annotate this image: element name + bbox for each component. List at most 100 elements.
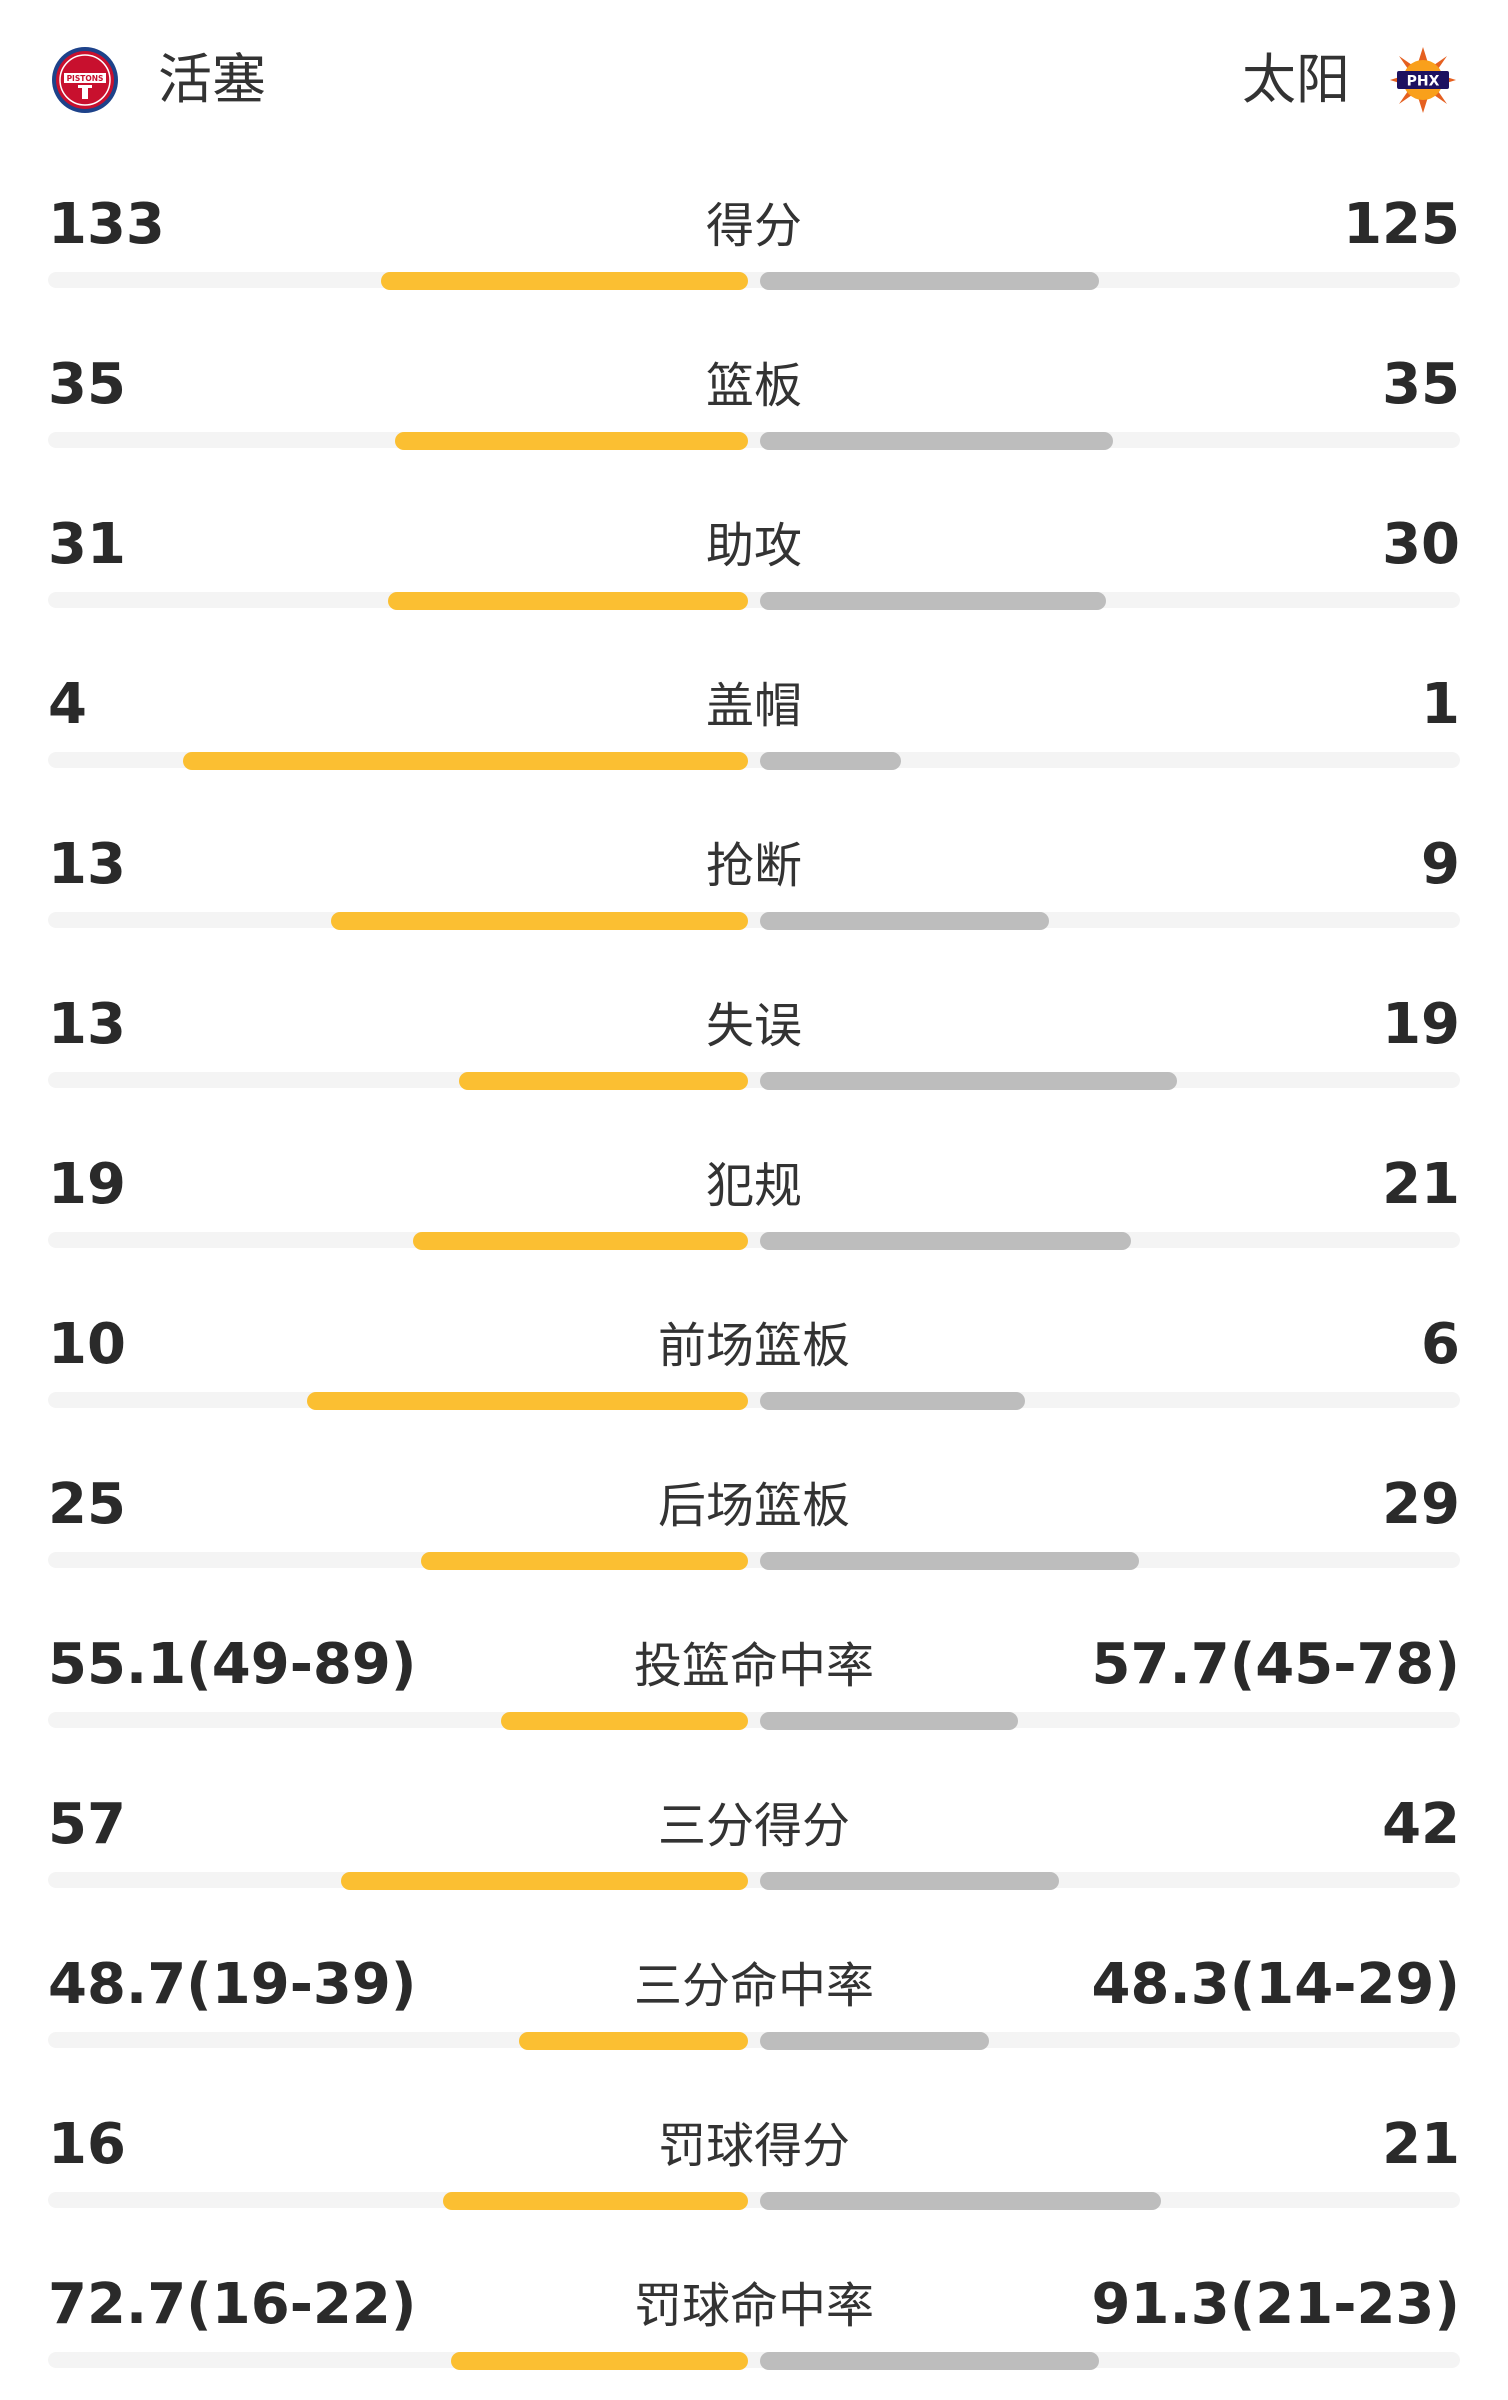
away-stat-bar — [760, 2352, 1099, 2370]
away-stat-bar — [760, 1552, 1139, 1570]
home-stat-value: 35 — [48, 352, 126, 417]
home-stat-value: 13 — [48, 832, 126, 897]
stat-row: 13 失误 19 — [0, 990, 1508, 1150]
stat-label: 助攻 — [705, 518, 802, 574]
stat-label: 前场篮板 — [657, 1318, 850, 1374]
away-stat-bar — [760, 432, 1113, 450]
away-team-name: 太阳 — [1242, 48, 1350, 111]
away-stat-value: 30 — [1382, 512, 1460, 577]
stat-label: 篮板 — [705, 358, 802, 414]
stat-row: 55.1(49-89) 投篮命中率 57.7(45-78) — [0, 1630, 1508, 1790]
home-stat-value: 31 — [48, 512, 126, 577]
home-stat-bar — [331, 912, 748, 930]
away-stat-bar — [760, 2192, 1161, 2210]
stat-bar-track — [48, 1872, 1460, 1888]
away-stat-bar — [760, 592, 1106, 610]
stat-label: 三分得分 — [657, 1798, 850, 1854]
stat-label: 得分 — [705, 198, 802, 254]
home-stat-bar — [183, 752, 748, 770]
away-stat-value: 19 — [1382, 992, 1460, 1057]
away-stat-bar — [760, 2032, 989, 2050]
stat-bar-track — [48, 2192, 1460, 2208]
away-stat-bar — [760, 1392, 1025, 1410]
away-stat-bar — [760, 272, 1099, 290]
home-stat-value: 48.7(19-39) — [48, 1952, 417, 2017]
home-stat-value: 133 — [48, 192, 165, 257]
away-stat-bar — [760, 752, 901, 770]
home-stat-bar — [341, 1872, 748, 1890]
svg-text:PHX: PHX — [1407, 74, 1440, 90]
away-stat-bar — [760, 1072, 1177, 1090]
home-stat-value: 57 — [48, 1792, 126, 1857]
stat-row: 4 盖帽 1 — [0, 670, 1508, 830]
stat-bar-track — [48, 1232, 1460, 1248]
stat-bar-track — [48, 1392, 1460, 1408]
away-stat-value: 91.3(21-23) — [1091, 2272, 1460, 2337]
home-stat-bar — [519, 2032, 748, 2050]
stat-bar-track — [48, 1712, 1460, 1728]
away-stat-value: 29 — [1382, 1472, 1460, 1537]
stat-label: 罚球得分 — [657, 2118, 850, 2174]
away-stat-value: 42 — [1382, 1792, 1460, 1857]
stat-row: 13 抢断 9 — [0, 830, 1508, 990]
home-team[interactable]: PISTONS 活塞 — [50, 40, 266, 120]
away-stat-bar — [760, 1712, 1018, 1730]
stat-bar-track — [48, 2352, 1460, 2368]
suns-logo-icon: PHX — [1390, 47, 1456, 113]
home-stat-bar — [451, 2352, 748, 2370]
stat-label: 罚球命中率 — [633, 2278, 874, 2334]
stat-row: 48.7(19-39) 三分命中率 48.3(14-29) — [0, 1950, 1508, 2110]
stat-bar-track — [48, 432, 1460, 448]
team-header: PISTONS 活塞 太阳 PHX — [0, 0, 1508, 160]
stat-row: 31 助攻 30 — [0, 510, 1508, 670]
away-stat-value: 9 — [1421, 832, 1460, 897]
stat-row: 72.7(16-22) 罚球命中率 91.3(21-23) — [0, 2270, 1508, 2400]
home-stat-bar — [413, 1232, 748, 1250]
home-stat-value: 13 — [48, 992, 126, 1057]
stat-label: 盖帽 — [705, 678, 802, 734]
stat-bar-track — [48, 912, 1460, 928]
stat-row: 19 犯规 21 — [0, 1150, 1508, 1310]
home-stat-bar — [388, 592, 748, 610]
home-stat-bar — [459, 1072, 748, 1090]
away-stat-value: 125 — [1343, 192, 1460, 257]
stat-label: 后场篮板 — [657, 1478, 850, 1534]
pistons-logo-icon: PISTONS — [52, 47, 118, 113]
away-stat-value: 35 — [1382, 352, 1460, 417]
home-stat-value: 25 — [48, 1472, 126, 1537]
home-stat-value: 16 — [48, 2112, 126, 2177]
home-team-name: 活塞 — [158, 48, 266, 111]
stat-label: 失误 — [705, 998, 802, 1054]
home-stat-value: 4 — [48, 672, 87, 737]
away-stat-value: 1 — [1421, 672, 1460, 737]
home-stat-value: 10 — [48, 1312, 126, 1377]
home-stat-bar — [421, 1552, 748, 1570]
home-stat-bar — [381, 272, 748, 290]
stat-row: 133 得分 125 — [0, 190, 1508, 350]
home-stat-value: 19 — [48, 1152, 126, 1217]
stat-bar-track — [48, 1552, 1460, 1568]
stat-row: 35 篮板 35 — [0, 350, 1508, 510]
stat-label: 犯规 — [705, 1158, 802, 1214]
stat-bar-track — [48, 272, 1460, 288]
stat-row: 16 罚球得分 21 — [0, 2110, 1508, 2270]
stat-bar-track — [48, 1072, 1460, 1088]
stat-row: 10 前场篮板 6 — [0, 1310, 1508, 1470]
home-stat-bar — [395, 432, 748, 450]
away-stat-value: 57.7(45-78) — [1091, 1632, 1460, 1697]
stats-list: 133 得分 125 35 篮板 35 31 助攻 30 4 盖帽 1 13 抢断 9 13 失误 19 19 犯规 2… — [0, 190, 1508, 2400]
away-stat-value: 21 — [1382, 2112, 1460, 2177]
stat-label: 三分命中率 — [633, 1958, 874, 2014]
stat-bar-track — [48, 592, 1460, 608]
stat-bar-track — [48, 2032, 1460, 2048]
stat-row: 57 三分得分 42 — [0, 1790, 1508, 1950]
stat-label: 投篮命中率 — [633, 1638, 874, 1694]
home-stat-bar — [307, 1392, 748, 1410]
away-team[interactable]: 太阳 PHX — [1242, 40, 1458, 120]
away-stat-bar — [760, 1232, 1131, 1250]
stat-row: 25 后场篮板 29 — [0, 1470, 1508, 1630]
home-stat-bar — [443, 2192, 748, 2210]
home-stat-value: 72.7(16-22) — [48, 2272, 417, 2337]
away-stat-bar — [760, 1872, 1059, 1890]
away-stat-value: 48.3(14-29) — [1091, 1952, 1460, 2017]
